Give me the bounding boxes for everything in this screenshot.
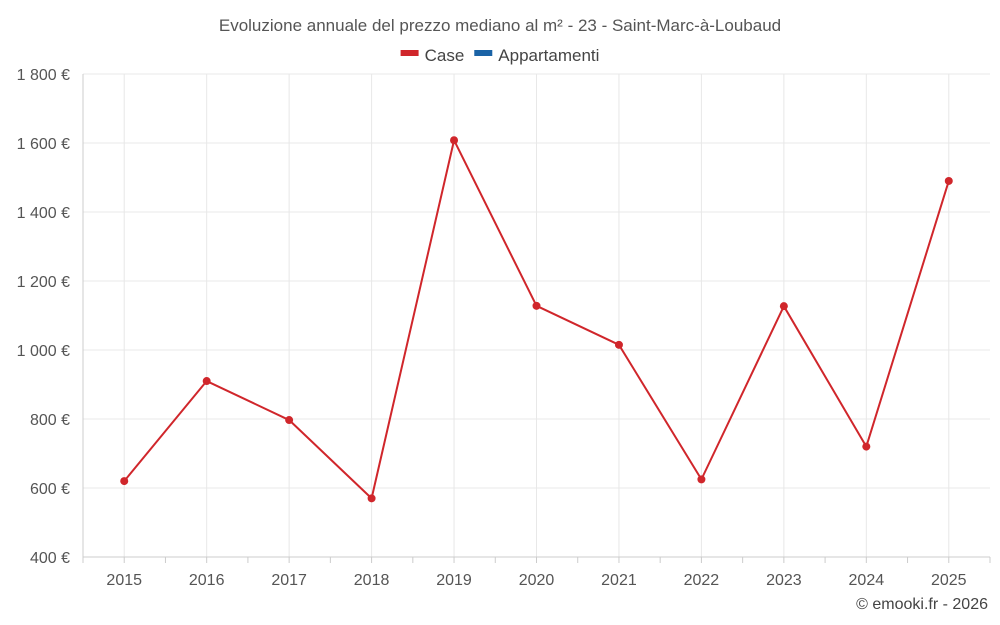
data-point-2015	[120, 477, 129, 486]
legend-item-case: Case	[400, 46, 465, 65]
legend-swatch	[474, 50, 493, 56]
data-point-2020	[532, 301, 541, 310]
x-tick-label: 2023	[766, 572, 802, 589]
data-point-2016	[202, 377, 211, 386]
y-tick-label: 1 400 €	[17, 205, 70, 222]
x-tick-label: 2015	[106, 572, 142, 589]
legend-swatch	[400, 50, 419, 56]
x-tick-label: 2024	[849, 572, 885, 589]
data-point-2019	[450, 136, 459, 145]
data-point-2021	[614, 340, 623, 349]
y-tick-label: 1 200 €	[17, 274, 70, 291]
y-tick-label: 800 €	[30, 412, 70, 429]
legend-label: Appartamenti	[498, 46, 599, 65]
legend-label: Case	[425, 46, 465, 65]
x-tick-label: 2016	[189, 572, 225, 589]
x-tick-label: 2021	[601, 572, 637, 589]
y-tick-label: 600 €	[30, 481, 70, 498]
x-tick-label: 2025	[931, 572, 967, 589]
x-tick-label: 2022	[684, 572, 720, 589]
series	[120, 136, 953, 503]
data-point-2023	[779, 302, 788, 311]
y-tick-label: 400 €	[30, 550, 70, 567]
x-tick-label: 2019	[436, 572, 472, 589]
legend-item-appartamenti: Appartamenti	[474, 46, 599, 65]
axes: 400 € 600 € 800 € 1 000 € 1 200 € 1 400 € 1 60…	[17, 67, 991, 589]
data-point-2018	[367, 494, 376, 503]
grid	[83, 73, 990, 557]
x-tick-label: 2017	[271, 572, 307, 589]
chart-title: Evoluzione annuale del prezzo mediano al…	[219, 16, 781, 35]
x-tick-label: 2020	[519, 572, 555, 589]
legend: Case Appartamenti	[400, 46, 599, 65]
data-point-2024	[862, 442, 871, 451]
y-tick-label: 1 800 €	[17, 67, 70, 84]
y-tick-label: 1 000 €	[17, 343, 70, 360]
data-point-2017	[285, 416, 294, 425]
data-point-2022	[697, 475, 706, 484]
data-point-2025	[944, 176, 953, 185]
credit-text: © emooki.fr - 2026	[856, 596, 988, 613]
x-tick-label: 2018	[354, 572, 390, 589]
y-tick-label: 1 600 €	[17, 136, 70, 153]
